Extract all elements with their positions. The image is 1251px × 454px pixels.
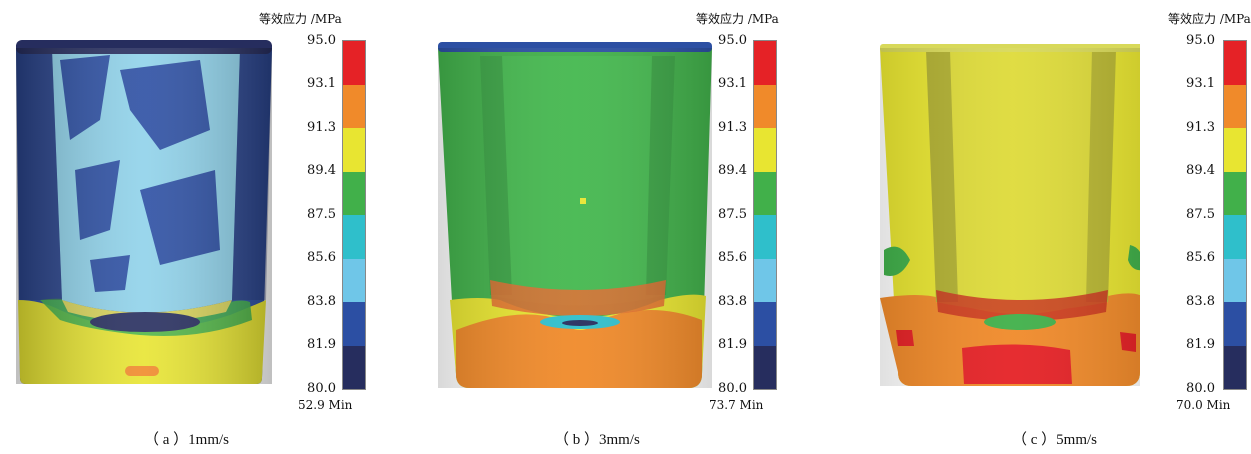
legend-band bbox=[343, 41, 365, 85]
legend-band bbox=[343, 172, 365, 215]
panel-a: 等效应力 /MPa 95.0 93.1 91.3 89.4 87.5 85.6 … bbox=[0, 0, 420, 454]
legend-tick: 80.0 bbox=[1186, 381, 1215, 396]
legend-title: 等效应力 /MPa bbox=[1168, 12, 1251, 26]
color-legend-bar bbox=[342, 40, 366, 390]
stress-contour-c bbox=[880, 44, 1140, 386]
legend-tick: 89.4 bbox=[718, 163, 747, 178]
legend-band bbox=[754, 172, 776, 215]
legend-tick: 83.8 bbox=[1186, 294, 1215, 309]
legend-tick: 89.4 bbox=[1186, 163, 1215, 178]
legend-tick: 91.3 bbox=[1186, 120, 1215, 135]
legend-band bbox=[1224, 259, 1246, 302]
legend-tick: 85.6 bbox=[307, 250, 336, 265]
legend-tick: 80.0 bbox=[718, 381, 747, 396]
legend-band bbox=[754, 85, 776, 128]
legend-band bbox=[1224, 346, 1246, 389]
legend-band bbox=[1224, 215, 1246, 259]
legend-band bbox=[754, 259, 776, 302]
legend-band bbox=[754, 128, 776, 172]
panel-b: 等效应力 /MPa 95.0 93.1 91.3 89.4 87.5 85.6 … bbox=[420, 0, 840, 454]
legend-band bbox=[343, 346, 365, 389]
legend-band bbox=[343, 302, 365, 346]
legend-band bbox=[1224, 41, 1246, 85]
legend-tick: 93.1 bbox=[307, 76, 336, 91]
min-value-label: 52.9 Min bbox=[298, 398, 353, 412]
legend-band bbox=[1224, 302, 1246, 346]
legend-tick: 95.0 bbox=[1186, 33, 1215, 48]
caption-a: （ a ）1mm/s bbox=[144, 432, 229, 448]
legend-tick: 85.6 bbox=[1186, 250, 1215, 265]
legend-title: 等效应力 /MPa bbox=[259, 12, 342, 26]
legend-tick: 83.8 bbox=[307, 294, 336, 309]
legend-tick: 91.3 bbox=[307, 120, 336, 135]
legend-tick: 93.1 bbox=[1186, 76, 1215, 91]
legend-band bbox=[754, 346, 776, 389]
caption-b: （ b ）3mm/s bbox=[554, 432, 640, 448]
legend-tick: 89.4 bbox=[307, 163, 336, 178]
legend-tick: 83.8 bbox=[718, 294, 747, 309]
stress-contour-b bbox=[438, 42, 712, 388]
legend-band bbox=[1224, 128, 1246, 172]
legend-band bbox=[343, 259, 365, 302]
legend-title: 等效应力 /MPa bbox=[696, 12, 779, 26]
caption-c: （ c ）5mm/s bbox=[1012, 432, 1097, 448]
legend-tick: 91.3 bbox=[718, 120, 747, 135]
legend-band bbox=[1224, 172, 1246, 215]
min-value-label: 70.0 Min bbox=[1176, 398, 1231, 412]
legend-band bbox=[343, 85, 365, 128]
legend-tick: 81.9 bbox=[1186, 337, 1215, 352]
legend-band bbox=[1224, 85, 1246, 128]
stress-contour-a bbox=[16, 40, 272, 384]
legend-band bbox=[754, 302, 776, 346]
legend-tick: 95.0 bbox=[718, 33, 747, 48]
legend-tick: 81.9 bbox=[718, 337, 747, 352]
legend-tick: 85.6 bbox=[718, 250, 747, 265]
legend-tick: 87.5 bbox=[307, 207, 336, 222]
legend-band bbox=[343, 215, 365, 259]
panel-c: 等效应力 /MPa 95.0 93.1 91.3 89.4 87.5 85.6 … bbox=[840, 0, 1251, 454]
legend-tick: 87.5 bbox=[718, 207, 747, 222]
legend-tick: 87.5 bbox=[1186, 207, 1215, 222]
color-legend-bar bbox=[1223, 40, 1247, 390]
legend-tick: 95.0 bbox=[307, 33, 336, 48]
legend-band bbox=[343, 128, 365, 172]
legend-tick: 80.0 bbox=[307, 381, 336, 396]
min-value-label: 73.7 Min bbox=[709, 398, 764, 412]
legend-tick: 81.9 bbox=[307, 337, 336, 352]
legend-band bbox=[754, 41, 776, 85]
color-legend-bar bbox=[753, 40, 777, 390]
legend-band bbox=[754, 215, 776, 259]
legend-tick: 93.1 bbox=[718, 76, 747, 91]
